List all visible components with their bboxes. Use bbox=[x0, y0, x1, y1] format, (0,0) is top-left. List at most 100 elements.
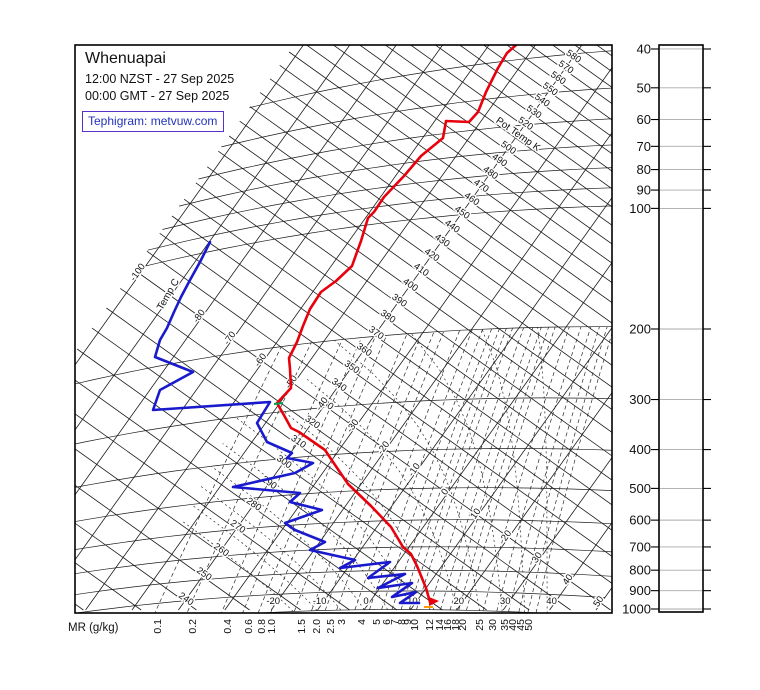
isotherm-label: 10 bbox=[468, 506, 483, 521]
mr-tick-label: 16 bbox=[442, 619, 454, 631]
pot-temp-label: 490 bbox=[490, 151, 509, 169]
isotherm-label: 40 bbox=[561, 572, 576, 587]
pot-temp-label: 460 bbox=[462, 190, 481, 208]
metvuw-link[interactable]: Tephigram: metvuw.com bbox=[82, 111, 225, 132]
pot-temp-label: 430 bbox=[432, 232, 451, 250]
isotherm-label: 30 bbox=[530, 550, 545, 565]
mr-tick-label: 3 bbox=[336, 619, 348, 625]
pressure-tick-label: 70 bbox=[637, 139, 651, 154]
pot-temp-label: 270 bbox=[228, 518, 247, 536]
dewpoint-line bbox=[151, 240, 421, 605]
mr-tick-label: 0.4 bbox=[222, 619, 234, 634]
pressure-tick-label: 400 bbox=[629, 442, 651, 457]
mr-tick-label: 5 bbox=[371, 619, 383, 625]
isotherm-bottom-label: 40 bbox=[546, 596, 557, 607]
mr-axis-label: MR (g/kg) bbox=[68, 622, 119, 634]
mr-tick-label: 18 bbox=[450, 619, 462, 631]
pressure-tick-label: 200 bbox=[629, 321, 651, 336]
pressure-tick-label: 80 bbox=[637, 162, 651, 177]
utc-time: 00:00 GMT - 27 Sep 2025 bbox=[85, 89, 230, 103]
isotherm-label: -70 bbox=[222, 330, 239, 348]
isotherm-grid bbox=[75, 45, 612, 611]
pot-temp-label: 410 bbox=[411, 261, 430, 279]
pot-temp-label: 440 bbox=[442, 218, 461, 236]
pot-temp-label: 480 bbox=[481, 164, 500, 182]
grid-lines bbox=[75, 45, 612, 613]
mr-tick-label: 7 bbox=[389, 619, 401, 625]
mr-tick-label: 25 bbox=[474, 619, 486, 631]
temp-axis-label: Temp C bbox=[155, 277, 182, 312]
mr-tick-label: 20 bbox=[457, 619, 469, 631]
pot-temp-label: 390 bbox=[389, 292, 408, 310]
sounding-profiles bbox=[151, 45, 518, 608]
level-green-tick bbox=[273, 402, 284, 405]
isobar-grid bbox=[75, 50, 612, 613]
wet-adiabat-grid bbox=[181, 327, 548, 613]
isotherm-label: -10 bbox=[406, 461, 423, 479]
pressure-tick-label: 60 bbox=[637, 112, 651, 127]
pressure-tick-label: 900 bbox=[629, 583, 651, 598]
surface-parcel-arrow bbox=[429, 597, 439, 606]
mr-tick-label: 10 bbox=[409, 619, 421, 631]
mr-tick-label: 14 bbox=[434, 619, 446, 631]
pressure-scale-bar: 40 50 60 70 80 90 100 200 300 400 500 600 700 800 900 1… bbox=[622, 41, 711, 617]
mr-tick-label: 1.5 bbox=[296, 619, 308, 634]
pot-temp-label: 450 bbox=[452, 204, 471, 222]
local-time: 12:00 NZST - 27 Sep 2025 bbox=[85, 72, 235, 86]
pressure-tick-label: 40 bbox=[637, 41, 651, 56]
pot-temp-label: 340 bbox=[329, 376, 348, 394]
mr-tick-label: 0.6 bbox=[243, 619, 255, 634]
pot-temp-label: 370 bbox=[366, 324, 385, 342]
pot-temp-label: 400 bbox=[401, 276, 420, 294]
plot-border bbox=[74, 44, 613, 614]
mixing-ratio-grid bbox=[154, 326, 612, 613]
mr-tick-label: 2.0 bbox=[311, 619, 323, 634]
isotherm-label: -20 bbox=[375, 439, 392, 457]
mr-tick-label: 9 bbox=[402, 619, 414, 625]
pressure-tick-label: 300 bbox=[629, 392, 651, 407]
pressure-tick-label: 800 bbox=[629, 563, 651, 578]
pot-temp-label: 380 bbox=[378, 308, 397, 326]
mr-tick-label: 0.1 bbox=[152, 619, 164, 634]
pot-temp-label: 360 bbox=[354, 341, 373, 359]
pot-temp-label: 420 bbox=[422, 246, 441, 264]
pressure-tick-label: 500 bbox=[629, 481, 651, 496]
pressure-tick-label: 1000 bbox=[622, 602, 651, 617]
mr-tick-label: 0.8 bbox=[256, 619, 268, 634]
temperature-line bbox=[275, 45, 518, 604]
isotherm-label: 20 bbox=[499, 528, 514, 543]
mr-tick-label: 0.2 bbox=[187, 619, 199, 634]
dry-adiabat-grid bbox=[75, 45, 612, 611]
mr-tick-label: 35 bbox=[499, 619, 511, 631]
mr-tick-label: 6 bbox=[381, 619, 393, 625]
pressure-tick-label: 700 bbox=[629, 539, 651, 554]
isotherm-bottom-label: -10 bbox=[313, 596, 327, 607]
mr-tick-label: 45 bbox=[515, 619, 527, 631]
station-name: Whenuapai bbox=[85, 50, 166, 67]
mr-tick-label: 8 bbox=[396, 619, 408, 625]
mr-tick-label: 40 bbox=[507, 619, 519, 631]
isotherm-bottom-label: 20 bbox=[454, 596, 465, 607]
isotherm-bottom-label: 0 bbox=[363, 596, 368, 607]
isotherm-bottom-label: -20 bbox=[266, 596, 280, 607]
isotherm-label: -80 bbox=[191, 308, 208, 326]
mr-tick-label: 12 bbox=[424, 619, 436, 631]
pot-temp-label: 350 bbox=[342, 358, 361, 376]
mr-tick-label: 30 bbox=[487, 619, 499, 631]
pressure-tick-label: 50 bbox=[637, 80, 651, 95]
pressure-tick-label: 90 bbox=[637, 183, 651, 198]
pressure-bar-border bbox=[658, 44, 704, 613]
pot-temp-label: 240 bbox=[176, 590, 195, 608]
isotherm-label: -100 bbox=[128, 262, 148, 284]
isotherm-label: -30 bbox=[345, 417, 362, 435]
isotherm-bottom-label: 30 bbox=[500, 596, 511, 607]
isotherm-label: -60 bbox=[252, 351, 269, 369]
mr-tick-label: 4 bbox=[356, 619, 368, 625]
pot-temp-label: 470 bbox=[471, 177, 490, 195]
mr-tick-label: 2.5 bbox=[325, 619, 337, 634]
mr-tick-label: 50 bbox=[523, 619, 535, 631]
pressure-tick-label: 100 bbox=[629, 201, 651, 216]
